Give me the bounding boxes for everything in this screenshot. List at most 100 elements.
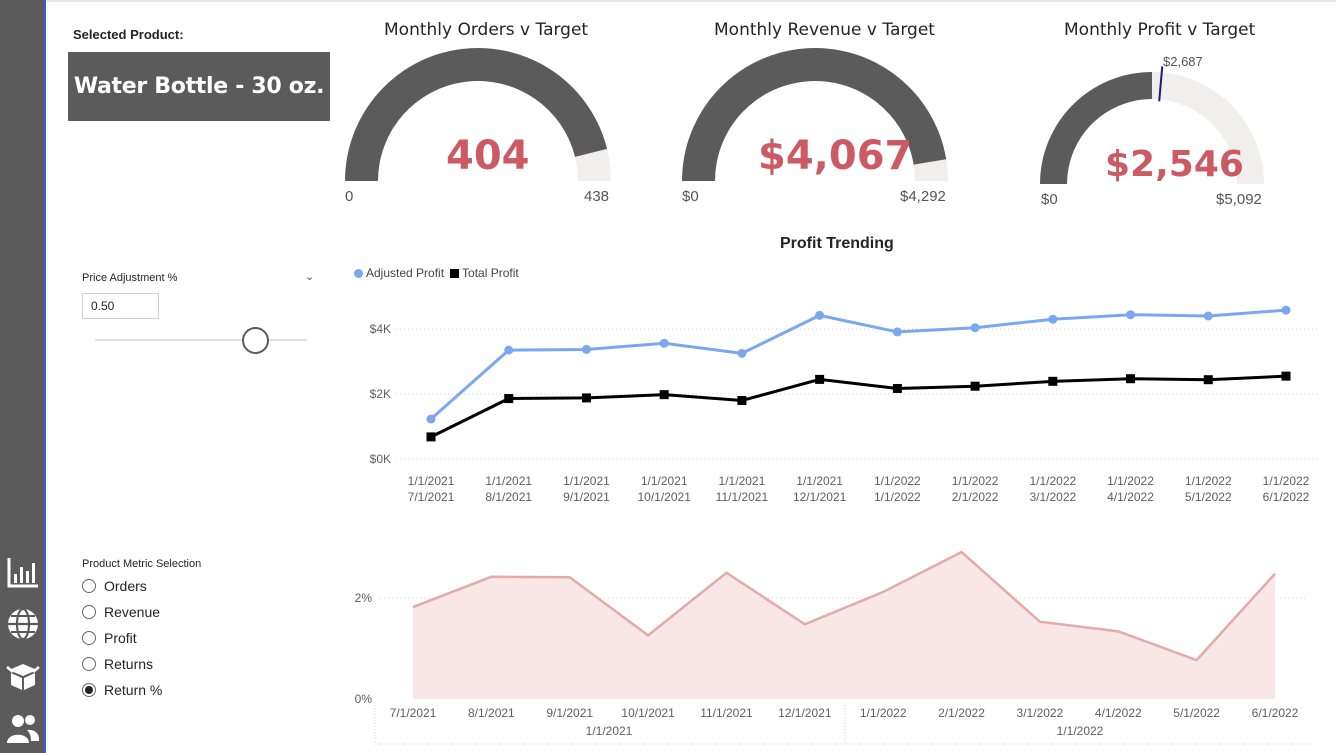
profit-x-tick: 2/1/2022 (952, 490, 999, 504)
return-x-tick: 3/1/2022 (1017, 706, 1064, 720)
metric-option-label: Orders (104, 578, 147, 594)
adjusted-profit-point (1126, 310, 1136, 320)
adjusted-profit-point (737, 348, 747, 358)
profit-x-tick: 1/1/2022 (952, 474, 999, 488)
profit-gauge-title: Monthly Profit v Target (1064, 20, 1256, 40)
profit-x-tick: 1/1/2022 (1029, 474, 1076, 488)
profit-x-tick: 9/1/2021 (563, 490, 610, 504)
return-x-tick: 10/1/2021 (621, 706, 675, 720)
profit-x-tick: 1/1/2022 (1107, 474, 1154, 488)
metric-option-profit[interactable]: Profit (82, 630, 137, 646)
profit-y-tick: $4K (370, 322, 391, 336)
globe-icon[interactable] (5, 606, 41, 642)
profit-trending-legend: Adjusted Profit Total Profit (354, 266, 519, 280)
selected-product-card: Water Bottle - 30 oz. (68, 52, 330, 121)
total-profit-point (1281, 371, 1291, 381)
orders-gauge-min: 0 (345, 188, 354, 205)
radio-button[interactable] (82, 683, 96, 697)
return-x-tick: 11/1/2021 (700, 706, 753, 720)
metric-option-orders[interactable]: Orders (82, 578, 147, 594)
metric-option-returns[interactable]: Returns (82, 656, 153, 672)
adjusted-profit-line (430, 308, 1287, 421)
orders-gauge-max: 438 (584, 188, 610, 205)
profit-gauge-value: $2,546 (1105, 144, 1244, 185)
metric-option-revenue[interactable]: Revenue (82, 604, 160, 620)
return-area-line (412, 550, 1276, 662)
metric-option-label: Returns (104, 656, 154, 672)
return-y-tick: 2% (355, 591, 373, 605)
total-profit-point (426, 432, 436, 442)
profit-x-tick: 12/1/2021 (793, 490, 847, 504)
adjusted-profit-point (426, 414, 436, 424)
total-profit-point (504, 394, 514, 404)
price-adjustment-input[interactable]: 0.50 (82, 293, 159, 319)
profit-x-tick: 1/1/2022 (1263, 474, 1310, 488)
profit-y-tick: $2K (370, 387, 391, 401)
header-divider (46, 0, 1336, 2)
profit-x-tick: 10/1/2021 (637, 490, 691, 504)
total-profit-line (430, 374, 1287, 439)
return-area-fill (413, 552, 1275, 699)
profit-x-tick: 4/1/2022 (1107, 490, 1154, 504)
metric-option-label: Revenue (104, 604, 161, 620)
chevron-down-icon[interactable]: ⌄ (305, 271, 315, 283)
return-x-group-label: 1/1/2021 (586, 724, 633, 738)
total-profit-point (815, 374, 825, 384)
profit-x-tick: 3/1/2022 (1029, 490, 1076, 504)
profit-trending-title: Profit Trending (780, 235, 894, 252)
return-x-tick: 6/1/2022 (1252, 706, 1299, 720)
adjusted-profit-point (659, 338, 669, 348)
total-profit-point (581, 393, 591, 403)
profit-x-tick: 1/1/2021 (641, 474, 688, 488)
users-icon[interactable] (5, 710, 41, 746)
adjusted-profit-legend-marker (354, 268, 363, 278)
profit-x-tick: 1/1/2021 (796, 474, 843, 488)
profit-x-tick: 1/1/2021 (719, 474, 766, 488)
profit-x-tick: 1/1/2021 (408, 474, 455, 488)
profit-x-tick: 5/1/2022 (1185, 490, 1232, 504)
selected-product-label: Selected Product: (73, 27, 184, 42)
profit-gauge-target-label: $2,687 (1163, 54, 1203, 69)
price-adjustment-slider-thumb[interactable] (242, 327, 269, 354)
metric-option-label: Profit (104, 630, 137, 646)
adjusted-profit-point (815, 310, 825, 320)
adjusted-profit-point (892, 327, 902, 337)
return-x-tick: 12/1/2021 (778, 706, 832, 720)
revenue-gauge-title: Monthly Revenue v Target (714, 20, 935, 40)
return-x-tick: 4/1/2022 (1095, 706, 1142, 720)
orders-gauge-title: Monthly Orders v Target (384, 20, 589, 40)
total-profit-legend-label: Total Profit (462, 266, 519, 280)
profit-x-tick: 11/1/2021 (716, 490, 769, 504)
total-profit-point (892, 383, 902, 393)
metric-option-return[interactable]: Return % (82, 682, 162, 698)
radio-button[interactable] (82, 657, 96, 671)
revenue-gauge-max: $4,292 (900, 188, 946, 205)
revenue-gauge-value: $4,067 (758, 133, 913, 179)
return-y-tick: 0% (355, 692, 373, 706)
total-profit-point (1048, 376, 1058, 386)
metric-selection-title: Product Metric Selection (82, 558, 202, 570)
orders-gauge-value: 404 (446, 133, 530, 179)
radio-button[interactable] (82, 605, 96, 619)
total-profit-point (659, 390, 669, 400)
metric-option-label: Return % (104, 682, 163, 698)
profit-x-tick: 8/1/2021 (485, 490, 532, 504)
total-profit-point (1203, 375, 1213, 385)
profit-x-tick: 6/1/2022 (1263, 490, 1310, 504)
box-icon[interactable] (5, 658, 41, 694)
left-nav-bar (0, 0, 46, 753)
adjusted-profit-point (1203, 311, 1213, 321)
profit-x-tick: 1/1/2022 (874, 490, 921, 504)
radio-button[interactable] (82, 631, 96, 645)
radio-button[interactable] (82, 579, 96, 593)
adjusted-profit-point (1048, 314, 1058, 324)
return-x-tick: 2/1/2022 (938, 706, 985, 720)
bar-chart-icon[interactable] (5, 554, 41, 590)
profit-gauge-max: $5,092 (1216, 191, 1262, 208)
price-adjustment-slider-track[interactable] (95, 339, 307, 341)
adjusted-profit-point (970, 323, 980, 333)
price-adjustment-title: Price Adjustment % (82, 272, 178, 284)
return-x-tick: 9/1/2021 (546, 706, 593, 720)
